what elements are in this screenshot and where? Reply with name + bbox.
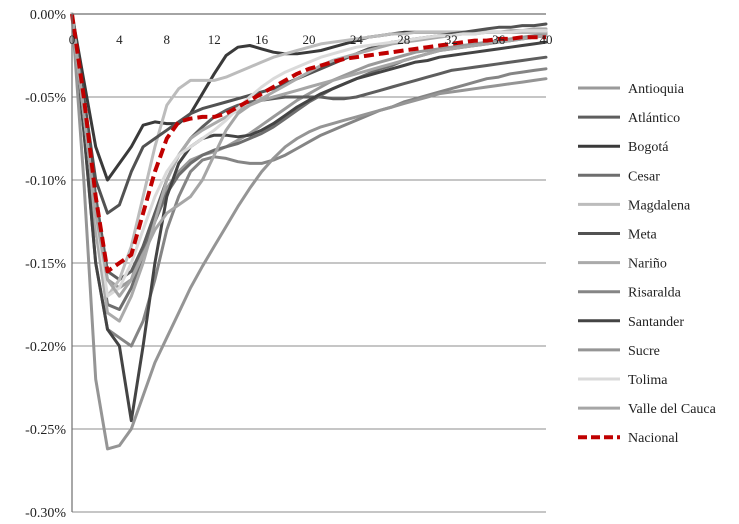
legend-label: Bogotá (628, 140, 669, 155)
legend-label: Sucre (628, 344, 660, 359)
axes (71, 13, 546, 512)
x-tick-label: 28 (397, 32, 410, 47)
y-tick-label: -0.20% (25, 340, 66, 355)
x-axis-tick-labels: 0 4 8 12 16 20 24 28 32 36 40 (69, 32, 553, 47)
legend-label: Nacional (628, 431, 679, 446)
series-line-santander (70, 12, 548, 423)
x-tick-label: 24 (350, 32, 364, 47)
legend-item: Magdalena (578, 198, 691, 213)
y-tick-label: -0.15% (25, 257, 66, 272)
y-axis-tick-labels: 0.00% -0.05% -0.10% -0.15% -0.20% -0.25% -0.30… (25, 8, 66, 521)
legend-label: Meta (628, 228, 658, 243)
series-line-atlántico (70, 12, 548, 282)
y-gridlines (72, 96, 546, 513)
legend-item: Atlántico (578, 111, 680, 126)
y-tick-label: -0.30% (25, 506, 66, 521)
y-tick-label: -0.05% (25, 91, 66, 106)
x-tick-label: 20 (303, 32, 316, 47)
series-line-valle-del-cauca (70, 12, 548, 298)
legend-label: Risaralda (628, 286, 682, 301)
legend-item: Nariño (578, 257, 667, 272)
legend-item: Meta (578, 228, 658, 243)
legend-label: Atlántico (628, 111, 680, 126)
legend-label: Valle del Cauca (628, 402, 717, 417)
legend-label: Cesar (628, 169, 660, 184)
legend-item: Cesar (578, 169, 660, 184)
legend-item: Antioquia (578, 82, 685, 97)
legend-item: Bogotá (578, 140, 669, 155)
legend-item: Risaralda (578, 286, 682, 301)
x-tick-label: 4 (116, 32, 123, 47)
legend-label: Antioquia (628, 82, 685, 97)
y-tick-label: -0.10% (25, 174, 66, 189)
x-tick-label: 16 (255, 32, 269, 47)
legend-item: Nacional (578, 431, 679, 446)
legend-label: Magdalena (628, 198, 691, 213)
series-lines (70, 12, 548, 451)
legend-item: Santander (578, 315, 684, 330)
x-tick-label: 36 (492, 32, 506, 47)
x-tick-label: 32 (445, 32, 458, 47)
x-tick-label: 12 (208, 32, 221, 47)
legend-item: Valle del Cauca (578, 402, 717, 417)
x-tick-label: 0 (69, 32, 76, 47)
series-line-nacional (70, 13, 546, 274)
legend: Antioquia Atlántico Bogotá Cesar Magdalena Me… (578, 82, 717, 446)
legend-label: Nariño (628, 257, 667, 272)
legend-item: Tolima (578, 373, 668, 388)
x-tick-label: 8 (164, 32, 171, 47)
series-line-sucre (70, 12, 548, 451)
series-line-tolima (70, 12, 548, 298)
y-tick-label: -0.25% (25, 423, 66, 438)
legend-label: Tolima (628, 373, 668, 388)
legend-item: Sucre (578, 344, 660, 359)
series-line-nariño (70, 12, 548, 323)
x-tick-label: 40 (540, 32, 553, 47)
legend-label: Santander (628, 315, 684, 330)
y-tick-label: 0.00% (30, 8, 67, 23)
